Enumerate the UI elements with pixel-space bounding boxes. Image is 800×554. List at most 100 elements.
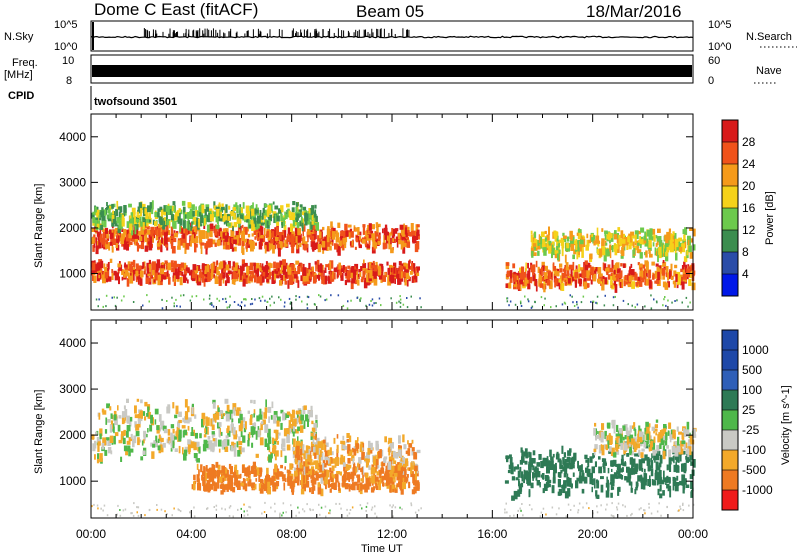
data-cell xyxy=(277,432,281,436)
data-cell xyxy=(212,464,216,473)
data-cell xyxy=(284,271,288,279)
data-cell xyxy=(685,484,690,488)
data-cell xyxy=(620,254,624,259)
data-cell xyxy=(219,273,223,281)
data-cell xyxy=(629,434,634,442)
data-cell xyxy=(277,247,281,257)
data-cell xyxy=(668,228,671,233)
data-cell xyxy=(266,244,270,252)
data-cell xyxy=(618,471,621,479)
data-cell xyxy=(410,468,413,474)
data-cell xyxy=(362,226,366,235)
data-cell xyxy=(152,443,156,448)
data-cell xyxy=(644,305,646,308)
data-cell xyxy=(644,440,648,447)
data-cell xyxy=(212,402,216,409)
data-cell xyxy=(686,251,689,256)
data-cell xyxy=(332,238,334,246)
data-cell xyxy=(350,299,352,302)
data-cell xyxy=(167,436,171,444)
data-cell xyxy=(613,277,617,286)
data-cell xyxy=(323,441,326,451)
data-cell xyxy=(94,454,96,460)
data-cell xyxy=(103,239,106,243)
data-cell xyxy=(662,274,665,280)
data-cell xyxy=(149,275,152,282)
data-cell xyxy=(227,482,232,489)
data-cell xyxy=(274,445,277,450)
data-cell xyxy=(267,267,271,273)
data-cell xyxy=(146,230,151,235)
data-cell xyxy=(554,278,558,286)
data-cell xyxy=(667,281,670,288)
data-cell xyxy=(393,230,398,234)
data-cell xyxy=(346,439,351,443)
data-cell xyxy=(311,220,314,225)
data-cell xyxy=(662,490,665,496)
data-cell xyxy=(341,268,345,272)
data-cell xyxy=(336,434,339,439)
data-cell xyxy=(676,271,681,277)
colorbar-segment xyxy=(722,230,738,252)
data-cell xyxy=(98,214,101,219)
data-cell xyxy=(570,234,573,241)
data-cell xyxy=(187,419,190,424)
data-cell xyxy=(347,300,349,303)
data-cell xyxy=(130,218,134,226)
data-cell xyxy=(596,248,600,255)
data-cell xyxy=(144,416,147,421)
data-cell xyxy=(411,439,414,444)
data-cell xyxy=(605,490,610,498)
data-cell xyxy=(138,219,141,228)
data-cell xyxy=(281,264,283,271)
data-cell xyxy=(614,266,618,270)
data-cell xyxy=(201,230,206,239)
data-cell xyxy=(109,206,112,210)
data-cell xyxy=(512,263,516,269)
data-cell xyxy=(224,398,229,404)
data-cell xyxy=(225,468,227,474)
data-cell xyxy=(332,271,335,279)
data-cell xyxy=(577,250,580,255)
data-cell xyxy=(113,203,116,208)
data-cell xyxy=(220,490,224,495)
data-cell xyxy=(626,476,630,483)
data-cell xyxy=(245,277,248,284)
data-cell xyxy=(650,440,654,448)
data-cell xyxy=(358,457,362,464)
data-cell xyxy=(590,279,593,285)
data-cell xyxy=(151,451,155,459)
data-cell xyxy=(199,212,202,217)
data-cell xyxy=(562,268,565,272)
data-cell xyxy=(97,442,100,452)
data-cell xyxy=(577,306,579,309)
data-cell xyxy=(565,262,569,270)
data-cell xyxy=(639,270,642,277)
data-cell xyxy=(283,305,286,308)
data-cell xyxy=(379,470,382,478)
data-cell xyxy=(616,238,619,243)
data-cell xyxy=(687,439,692,449)
data-cell xyxy=(329,245,332,251)
data-cell xyxy=(284,239,288,247)
data-cell xyxy=(691,282,696,291)
data-cell xyxy=(295,276,299,283)
data-cell xyxy=(362,224,366,228)
data-cell xyxy=(331,465,335,471)
data-cell xyxy=(360,238,363,243)
data-cell xyxy=(559,460,562,469)
data-cell xyxy=(258,483,263,491)
data-cell xyxy=(264,424,269,433)
data-cell xyxy=(397,276,401,285)
colorbar-tick-label: 20 xyxy=(742,179,756,193)
data-cell xyxy=(688,446,692,456)
data-cell xyxy=(576,301,578,303)
data-cell xyxy=(93,240,96,248)
data-cell xyxy=(261,274,265,283)
data-cell xyxy=(241,464,245,473)
data-cell xyxy=(396,472,401,477)
data-cell xyxy=(102,410,107,415)
data-cell xyxy=(239,410,242,415)
data-cell xyxy=(672,241,677,250)
data-cell xyxy=(410,471,414,478)
